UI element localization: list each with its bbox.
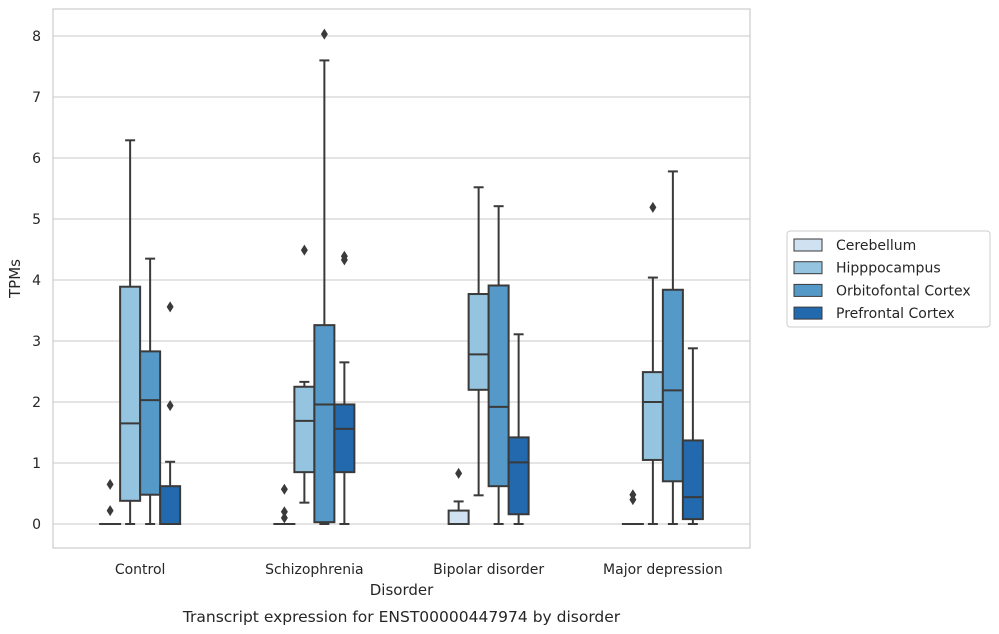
outlier-point	[340, 250, 348, 262]
legend-label: Orbitofontal Cortex	[836, 283, 971, 299]
legend-swatch	[793, 261, 823, 275]
box-cerebellum	[273, 483, 296, 526]
y-tick-label: 7	[32, 90, 41, 106]
iqr-box	[447, 509, 470, 525]
box-hipppocampus	[293, 244, 316, 504]
outlier-point	[649, 201, 657, 213]
legend-items: Cerebellum Hipppocampus Orbitofontal Corte…	[793, 238, 971, 322]
y-tick-label: 2	[32, 395, 41, 411]
y-tick-label: 6	[32, 151, 41, 167]
plot-area-frame	[52, 8, 751, 549]
iqr-box	[119, 285, 142, 502]
legend-label: Cerebellum	[836, 238, 916, 254]
y-axis-label: TPMs	[6, 259, 24, 299]
y-tick-label: 1	[32, 456, 41, 472]
chart-caption: Transcript expression for ENST0000044797…	[182, 608, 621, 626]
outlier-point	[300, 244, 308, 256]
box-cerebellum	[99, 478, 122, 526]
box-hipppocampus	[467, 186, 490, 497]
box-prefrontal-cortex	[333, 250, 356, 525]
outlier-point	[106, 505, 114, 517]
box-cerebellum	[447, 467, 470, 525]
legend: Cerebellum Hipppocampus Orbitofontal Corte…	[786, 230, 991, 328]
x-tick-label: Bipolar disorder	[433, 562, 544, 578]
x-tick-label: Schizophrenia	[265, 562, 363, 578]
outlier-point	[629, 489, 637, 501]
outlier-point	[166, 301, 174, 313]
y-tick-label: 0	[32, 517, 41, 533]
outlier-point	[280, 506, 288, 518]
box-orbitofontal-cortex	[487, 205, 510, 525]
box-prefrontal-cortex	[507, 333, 530, 525]
box-prefrontal-cortex	[159, 301, 182, 525]
iqr-box	[333, 403, 356, 474]
outlier-point	[455, 467, 463, 479]
box-hipppocampus	[119, 139, 142, 525]
iqr-box	[681, 439, 704, 521]
y-tick-label: 8	[32, 29, 41, 45]
outlier-point	[320, 28, 328, 40]
outlier-point	[280, 512, 288, 524]
outlier-point	[106, 478, 114, 490]
y-tick-label: 5	[32, 212, 41, 228]
legend-swatch	[793, 238, 823, 252]
iqr-box	[661, 288, 684, 483]
iqr-box	[641, 371, 664, 461]
iqr-box	[139, 350, 162, 496]
box-prefrontal-cortex	[681, 347, 704, 525]
legend-swatch	[793, 283, 823, 297]
iqr-box	[159, 485, 182, 525]
box-orbitofontal-cortex	[139, 257, 162, 525]
outlier-point	[280, 483, 288, 495]
box-layer	[99, 28, 704, 526]
iqr-box	[507, 436, 530, 516]
iqr-box	[313, 324, 336, 524]
y-axis-ticks: 0 1 2 3 4 5 6 7 8	[32, 29, 41, 533]
box-orbitofontal-cortex	[313, 28, 336, 525]
outlier-point	[166, 400, 174, 412]
iqr-box	[487, 284, 510, 488]
box-hipppocampus	[641, 201, 664, 525]
x-axis-ticks: Control Schizophrenia Bipolar disorder Majo…	[115, 562, 723, 578]
box-orbitofontal-cortex	[661, 170, 684, 525]
y-tick-label: 4	[32, 273, 41, 289]
iqr-box	[293, 385, 316, 474]
legend-label: Prefrontal Cortex	[836, 306, 955, 322]
iqr-box	[467, 293, 490, 391]
x-axis-label: Disorder	[370, 581, 434, 599]
x-tick-label: Control	[115, 562, 166, 578]
box-cerebellum	[621, 489, 644, 526]
x-tick-label: Major depression	[603, 562, 723, 578]
y-tick-label: 3	[32, 334, 41, 350]
legend-swatch	[793, 306, 823, 320]
legend-frame	[786, 230, 991, 328]
legend-label: Hipppocampus	[836, 261, 941, 277]
